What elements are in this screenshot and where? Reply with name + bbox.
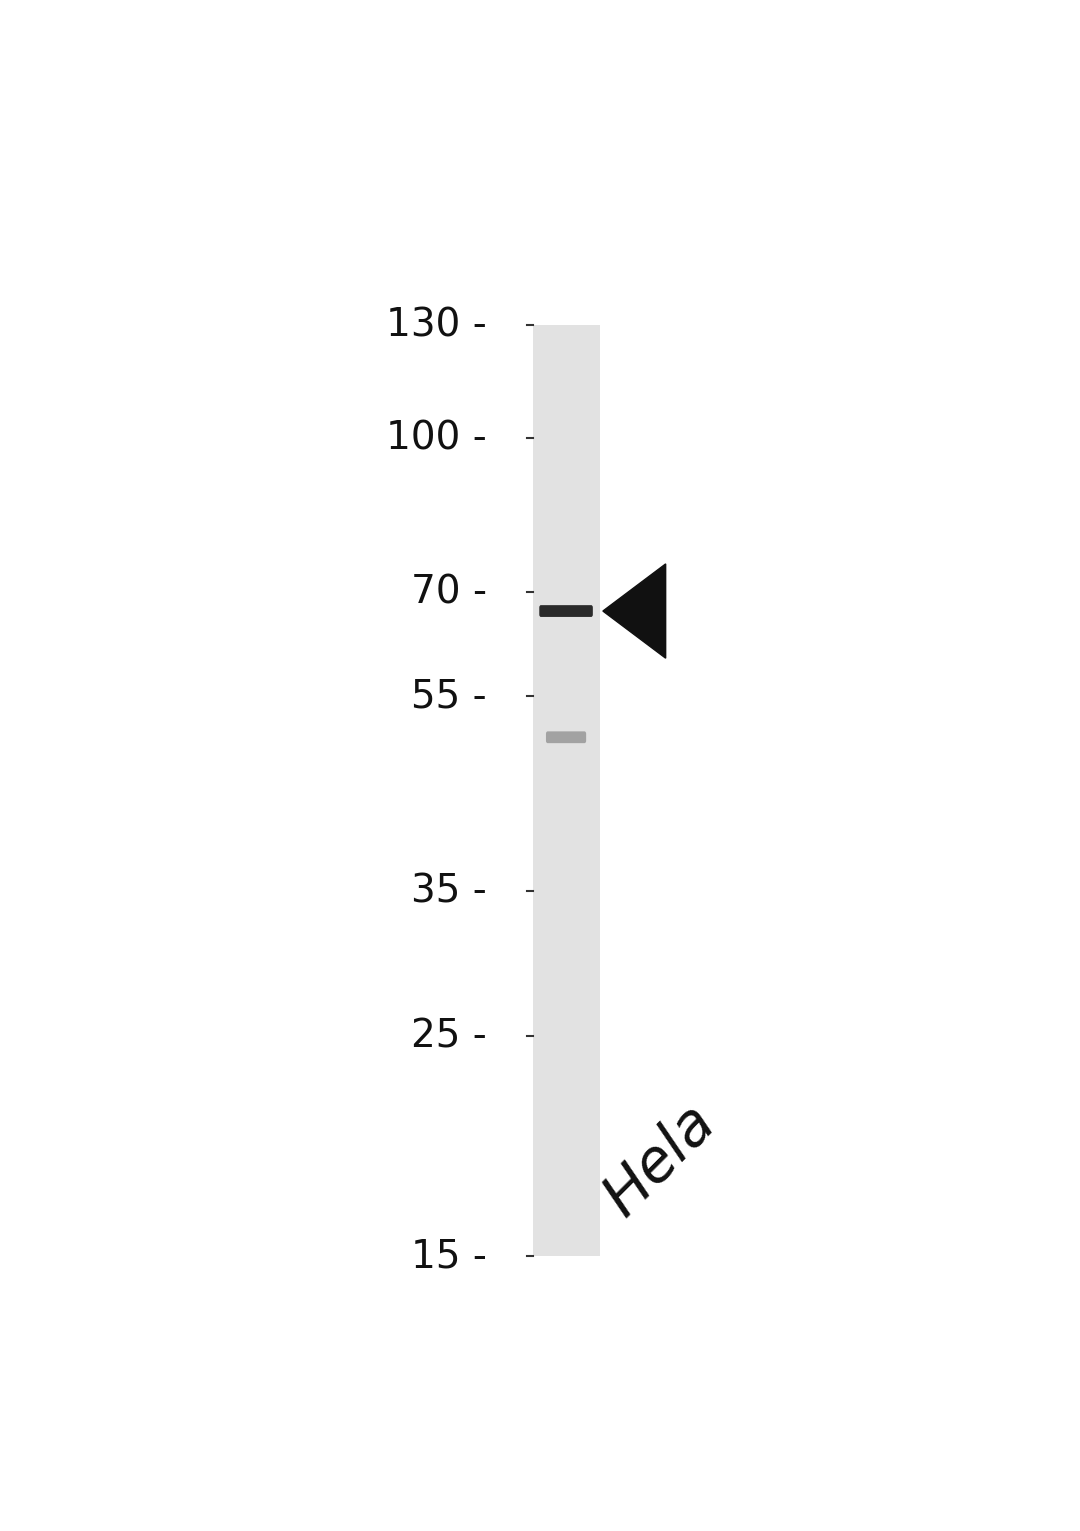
FancyBboxPatch shape bbox=[546, 732, 586, 743]
Text: 55 -: 55 - bbox=[410, 677, 486, 715]
Text: 35 -: 35 - bbox=[410, 873, 486, 909]
Text: 130 -: 130 - bbox=[386, 306, 486, 344]
Polygon shape bbox=[603, 563, 665, 658]
Text: Hela: Hela bbox=[593, 1093, 726, 1226]
Text: 70 -: 70 - bbox=[410, 573, 486, 611]
Text: 25 -: 25 - bbox=[410, 1017, 486, 1055]
FancyBboxPatch shape bbox=[539, 605, 593, 617]
Text: 15 -: 15 - bbox=[410, 1237, 486, 1275]
Text: 100 -: 100 - bbox=[386, 419, 486, 458]
Bar bbox=[532, 325, 599, 1257]
